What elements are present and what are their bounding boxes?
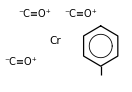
Text: ⁻C≡O⁺: ⁻C≡O⁺: [64, 9, 97, 19]
Text: ⁻C≡O⁺: ⁻C≡O⁺: [18, 9, 51, 19]
Text: Cr: Cr: [49, 36, 61, 46]
Text: ⁻C≡O⁺: ⁻C≡O⁺: [4, 57, 37, 67]
